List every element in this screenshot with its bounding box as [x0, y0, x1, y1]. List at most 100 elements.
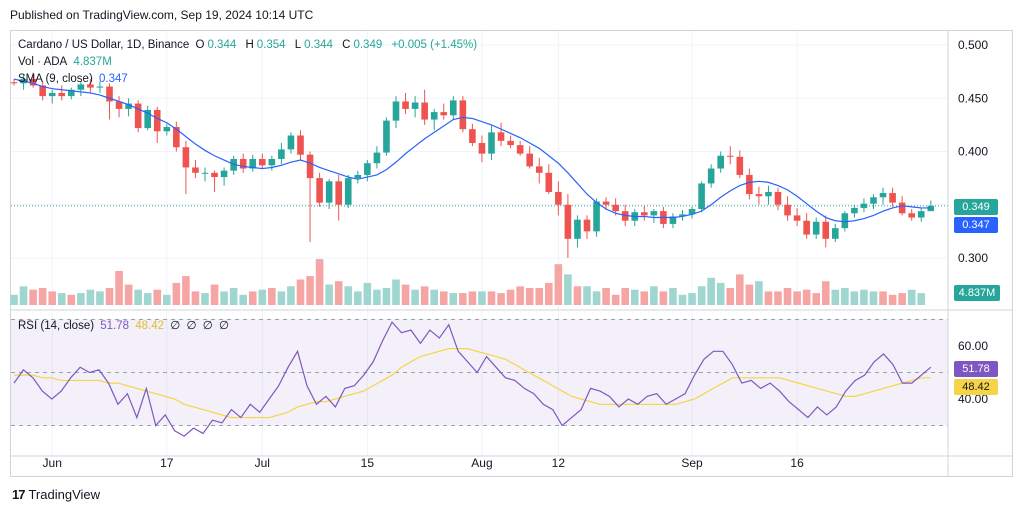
time-tick-label-4: Aug [471, 456, 492, 470]
candle-body-34 [335, 181, 342, 205]
volume-bar-43 [420, 286, 429, 305]
candle-body-77 [746, 174, 753, 195]
candle-body-91 [879, 193, 887, 198]
volume-bar-91 [879, 291, 887, 305]
volume-bar-83 [802, 289, 811, 305]
candle-body-10 [106, 86, 113, 102]
candle-body-24 [239, 158, 247, 169]
candle-body-92 [889, 193, 896, 203]
candle-body-33 [325, 181, 333, 203]
candle-body-73 [707, 168, 715, 184]
candle-body-80 [774, 191, 782, 205]
volume-bar-70 [678, 294, 687, 305]
candle-body-41 [402, 101, 409, 109]
volume-bar-71 [688, 293, 696, 305]
candle-body-49 [478, 142, 486, 154]
volume-bar-75 [726, 288, 735, 305]
volume-bar-22 [220, 291, 228, 305]
volume-bar-72 [697, 286, 706, 305]
volume-bar-86 [831, 289, 840, 305]
candle-body-27 [268, 158, 276, 166]
volume-bar-33 [325, 284, 333, 305]
candle-body-50 [488, 132, 495, 154]
volume-bar-31 [306, 276, 314, 305]
rsi-ma-tag: 48.42 [954, 379, 998, 395]
volume-bar-90 [869, 291, 878, 305]
sma-legend[interactable]: SMA (9, close) 0.347 [18, 73, 131, 85]
price-tick-label-1: 0.450 [958, 91, 988, 105]
volume-bar-82 [793, 291, 801, 305]
candle-body-85 [822, 221, 830, 239]
volume-bar-92 [888, 294, 897, 305]
open-label: O [195, 39, 205, 51]
volume-bar-32 [315, 259, 324, 305]
tradingview-logo[interactable]: 17 TradingView [12, 487, 100, 502]
candle-body-11 [115, 101, 123, 109]
candle-body-51 [497, 132, 505, 141]
volume-bar-3 [38, 288, 47, 305]
candle-body-0 [10, 82, 18, 84]
volume-bar-35 [344, 286, 353, 305]
volume-bar-59 [573, 286, 582, 305]
rsi-ma-line [14, 348, 931, 419]
symbol-legend[interactable]: Cardano / US Dollar, 1D, Binance O 0.344 … [18, 39, 480, 51]
volume-bar-1 [19, 286, 28, 305]
volume-bar-13 [134, 289, 142, 305]
volume-bar-8 [86, 289, 95, 305]
volume-bar-45 [439, 291, 448, 305]
volume-bar-94 [907, 289, 916, 305]
time-tick-label-5: 12 [552, 456, 566, 470]
volume-bar-53 [516, 286, 524, 305]
candle-body-66 [641, 212, 648, 216]
volume-bar-62 [602, 288, 610, 305]
candle-body-47 [459, 100, 467, 130]
published-header: Published on TradingView.com, Sep 19, 20… [10, 8, 314, 22]
candle-body-13 [134, 103, 142, 129]
candle-body-42 [411, 102, 419, 109]
volume-bar-88 [850, 291, 859, 305]
candle-body-61 [593, 201, 600, 232]
candle-body-37 [364, 163, 371, 175]
candle-body-31 [306, 154, 314, 179]
candle-body-9 [96, 86, 104, 88]
candle-body-5 [58, 92, 66, 97]
volume-bar-24 [239, 294, 247, 305]
high-value: 0.354 [256, 39, 286, 51]
sma-tag: 0.347 [954, 217, 998, 233]
high-label: H [245, 39, 254, 51]
volume-bar-26 [258, 289, 267, 305]
rsi-extra-2: ∅ [202, 320, 213, 332]
symbol-title[interactable]: Cardano / US Dollar, 1D, Binance [18, 39, 190, 51]
volume-value: 4.837M [73, 56, 112, 68]
volume-bar-14 [143, 293, 152, 305]
volume-bar-23 [229, 288, 238, 305]
candle-body-28 [278, 149, 285, 159]
volume-bar-54 [525, 288, 534, 305]
candle-body-39 [383, 120, 390, 153]
candle-body-54 [526, 153, 533, 167]
candle-body-38 [373, 152, 381, 164]
candle-body-25 [249, 158, 257, 169]
volume-bar-34 [334, 281, 343, 305]
candle-body-15 [153, 109, 161, 132]
low-label: L [294, 39, 302, 51]
volume-bar-51 [497, 293, 505, 305]
rsi-extra-0: ∅ [170, 320, 181, 332]
candle-body-29 [287, 135, 295, 150]
volume-bar-89 [860, 289, 868, 305]
price-tick-label-0: 0.500 [958, 38, 988, 52]
rsi-legend[interactable]: RSI (14, close) 51.78 48.42 ∅ ∅ ∅ ∅ [18, 318, 232, 332]
candle-body-93 [898, 202, 906, 214]
candle-body-12 [125, 103, 132, 109]
volume-bar-40 [392, 279, 400, 305]
volume-bar-95 [917, 293, 926, 305]
volume-bar-7 [77, 293, 85, 305]
time-tick-label-1: 17 [160, 456, 174, 470]
candle-body-18 [182, 147, 190, 168]
volume-bar-85 [821, 281, 830, 305]
volume-bar-47 [459, 293, 467, 305]
volume-legend[interactable]: Vol · ADA 4.837M [18, 56, 115, 68]
rsi-extra-3: ∅ [218, 320, 229, 332]
candle-body-22 [220, 170, 228, 178]
